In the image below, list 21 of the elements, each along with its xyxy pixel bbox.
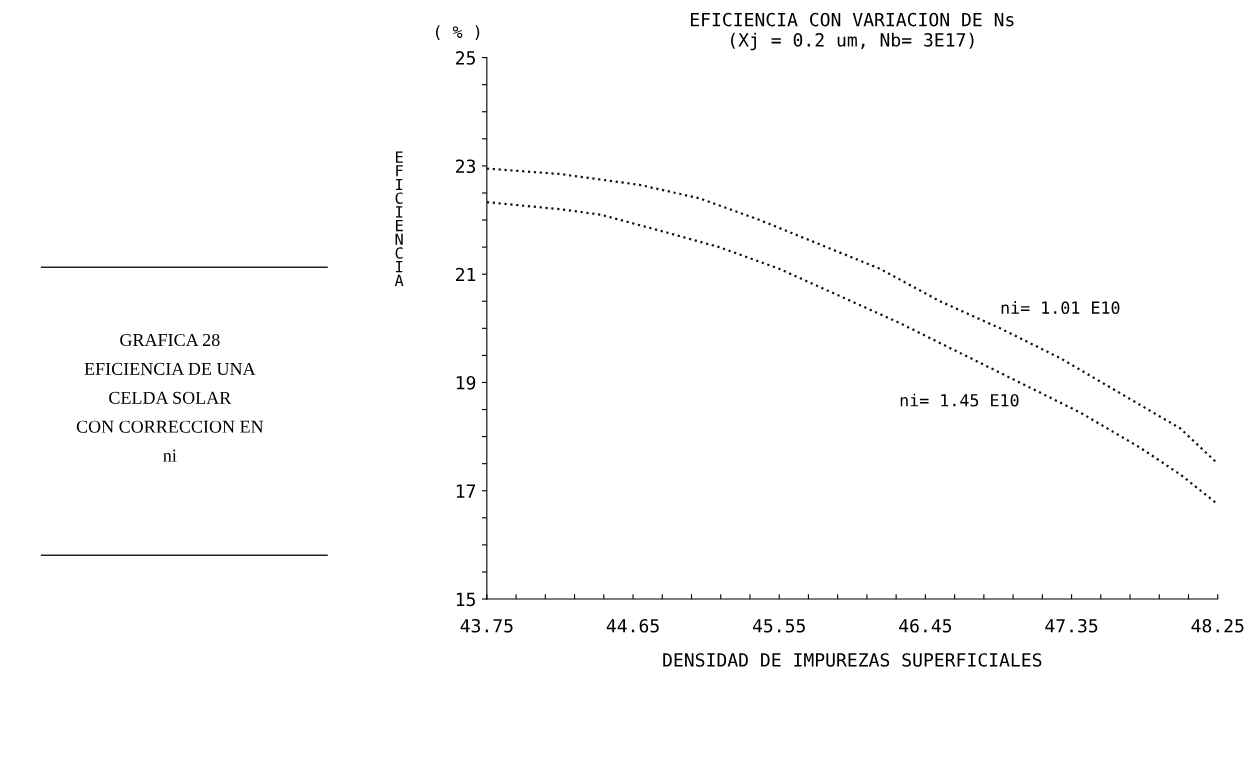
text: EFICIENCIA (394, 151, 404, 286)
x-tick-label: 48.25 (1191, 618, 1244, 633)
line-series (486, 201, 1218, 506)
x-tick-label: 46.45 (899, 618, 952, 633)
text: GRAFICA 28 EFICIENCIA DE UNA CELDA SOLAR CON CORRECCION EN ni (76, 333, 264, 462)
y-tick-label: 19 (456, 375, 476, 390)
x-tick-label: 45.55 (752, 619, 805, 633)
x-tick-label: 44.65 (606, 618, 659, 633)
chart-title: EFICIENCIA CON VARIACION DE Ns (Xj = 0.2 um, Nb= 3E17) (690, 12, 1014, 51)
y-tick-label: 21 (456, 267, 476, 282)
x-tick-label: 43.75 (460, 618, 513, 633)
text: ( % ) (435, 25, 480, 41)
y-tick-label: 15 (456, 592, 475, 607)
x-tick-label: 47.35 (1045, 618, 1098, 633)
y-tick-label: 17 (456, 484, 476, 498)
line-series (486, 167, 1218, 465)
series-label: ni= 1.45 E10 (900, 393, 1019, 407)
y-tick-label: 23 (456, 159, 476, 174)
series-label: ni= 1.01 E10 (1001, 301, 1120, 314)
y-tick-label: 25 (456, 51, 475, 65)
x-axis-title: DENSIDAD DE IMPUREZAS SUPERFICIALES (663, 653, 1042, 667)
